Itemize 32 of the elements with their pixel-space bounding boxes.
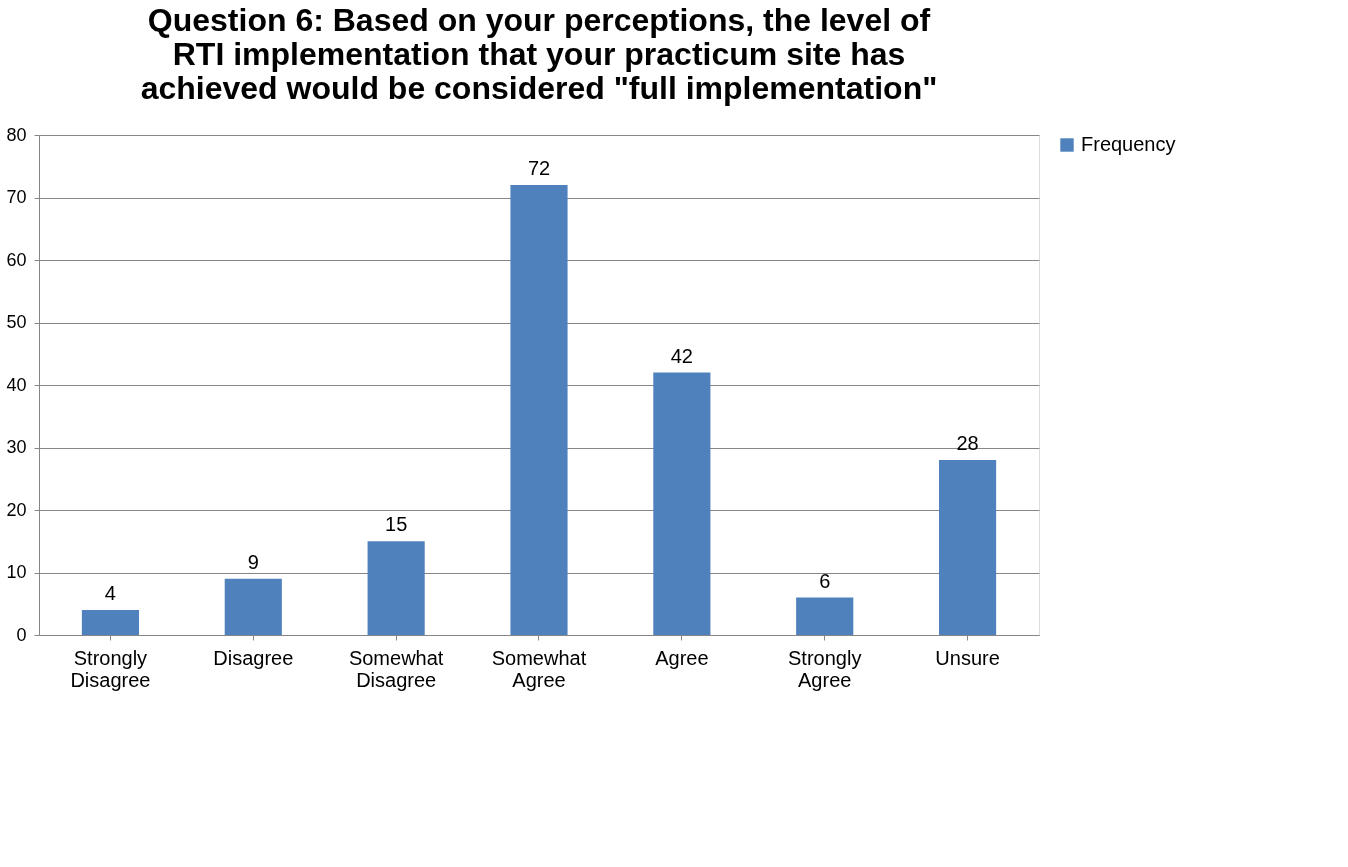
- bar: [796, 597, 854, 635]
- data-label: 6: [819, 569, 831, 592]
- x-tick-label: Somewhat Disagree: [348, 646, 444, 691]
- y-tick-label: 40: [6, 374, 27, 395]
- x-tick-label: Unsure: [935, 646, 1000, 669]
- y-tick-label: 80: [6, 124, 27, 145]
- data-label: 28: [956, 432, 979, 454]
- bar: [224, 578, 282, 635]
- x-tick-label: Somewhat Agree: [491, 646, 587, 691]
- bar: [510, 185, 568, 635]
- y-tick-label: 50: [6, 312, 27, 332]
- y-tick-label: 30: [6, 437, 27, 457]
- y-tick-label: 20: [6, 499, 27, 520]
- y-tick-label: 0: [16, 624, 27, 645]
- legend-label: Frequency: [1081, 133, 1176, 155]
- data-label: 9: [247, 550, 259, 573]
- y-tick-label: 70: [6, 187, 27, 207]
- x-tick-label: Strongly Agree: [788, 646, 862, 691]
- x-tick-label: Agree: [655, 646, 709, 669]
- y-tick-label: 10: [6, 562, 27, 582]
- bar: [367, 541, 425, 635]
- x-tick-label: Disagree: [213, 646, 294, 669]
- data-label: 15: [385, 513, 408, 536]
- data-label: 4: [104, 582, 116, 604]
- bar: [939, 460, 997, 635]
- x-tick-label: Strongly Disagree: [70, 646, 151, 691]
- y-tick-label: 60: [6, 249, 27, 270]
- data-label: 72: [527, 157, 551, 179]
- chart-title: Question 6: Based on your perceptions, the level of RTI implementation that your practicum site has achieved would be considered "full implementation": [140, 2, 938, 106]
- bar: [81, 610, 139, 635]
- data-label: 42: [670, 344, 693, 367]
- bar: [653, 372, 711, 635]
